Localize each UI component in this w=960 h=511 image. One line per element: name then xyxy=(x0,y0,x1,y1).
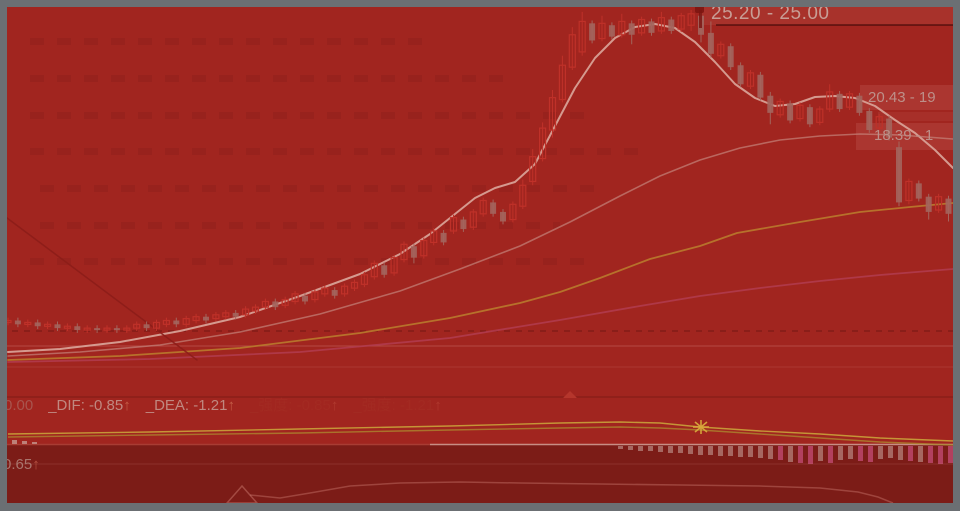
indicator-zero-value: 0.00 xyxy=(4,397,34,414)
frame-border-left xyxy=(0,0,7,511)
macd-bar-negative xyxy=(818,446,823,461)
price-marker-head xyxy=(695,4,704,13)
macd-bar-negative xyxy=(908,446,913,461)
macd-bar-negative xyxy=(888,446,893,458)
macd-bar-positive xyxy=(32,442,37,444)
macd-bar-negative xyxy=(938,446,943,464)
macd-bar-negative xyxy=(628,446,633,450)
ma-orange-line xyxy=(7,202,954,361)
macd-bar-negative xyxy=(708,446,713,455)
price-marker-icon xyxy=(694,4,708,28)
strength2-value: _强度: -1.21↑ xyxy=(353,397,442,414)
up-arrow-icon: ↑ xyxy=(227,397,235,414)
macd-bar-negative xyxy=(878,446,883,459)
price-marker-tail xyxy=(699,10,702,28)
strength1-value: _强度: -0.85↑ xyxy=(249,397,339,414)
price-label-band xyxy=(878,112,953,121)
macd-bar-negative xyxy=(678,446,683,453)
up-arrow-icon: ↑ xyxy=(123,397,131,414)
macd-bar-negative xyxy=(648,446,653,451)
macd-bar-negative xyxy=(718,446,723,456)
macd-bar-negative xyxy=(918,446,923,462)
bottom-wave-line xyxy=(249,481,894,504)
ma-fast-line xyxy=(7,23,954,353)
cross-star-icon xyxy=(694,421,708,433)
dif-line xyxy=(7,421,954,442)
up-arrow-icon: ↑ xyxy=(330,397,339,414)
macd-bar-negative xyxy=(828,446,833,463)
faint-text-row xyxy=(30,112,590,119)
up-arrow-icon: ↑ xyxy=(434,397,442,414)
signal-triangle-icon xyxy=(563,391,577,398)
peak-price-label: 25.20 - 25.00 xyxy=(711,3,830,24)
macd-bar-negative xyxy=(768,446,773,459)
macd-bar-negative xyxy=(808,446,813,464)
macd-bar-negative xyxy=(698,446,703,455)
faint-text-row xyxy=(30,75,510,82)
macd-bar-negative xyxy=(748,446,753,457)
macd-bar-negative xyxy=(948,446,953,463)
ma-slow-line xyxy=(7,133,954,357)
macd-bar-negative xyxy=(848,446,853,459)
faint-text-row xyxy=(40,185,600,192)
macd-bar-negative xyxy=(838,446,843,460)
macd-bar-negative xyxy=(618,446,623,449)
macd-bar-negative xyxy=(898,446,903,460)
macd-bar-negative xyxy=(928,446,933,463)
macd-bar-negative xyxy=(788,446,793,462)
macd-bar-negative xyxy=(728,446,733,456)
faint-text-row xyxy=(30,258,590,265)
macd-bar-negative xyxy=(738,446,743,457)
candles-group xyxy=(4,10,952,333)
frame-border-top xyxy=(0,0,960,7)
ma-magenta-line xyxy=(7,268,954,363)
right-price-label-low: 18.39 - 1 xyxy=(874,127,934,144)
macd-bar-positive xyxy=(12,440,17,444)
trend-line-line xyxy=(2,214,198,361)
macd-bar-positive xyxy=(22,441,27,444)
right-price-label-mid: 20.43 - 19 xyxy=(868,89,936,106)
frame-border-bottom xyxy=(0,503,960,511)
macd-bar-negative xyxy=(778,446,783,460)
dea-value: _DEA: -1.21↑ xyxy=(145,397,235,414)
frame-border-right xyxy=(953,0,960,511)
faint-text-row xyxy=(40,222,560,229)
macd-bar-negative xyxy=(868,446,873,462)
macd-bar-negative xyxy=(858,446,863,461)
macd-bar-negative xyxy=(688,446,693,454)
indicator-value-row: 0.00 _DIF: -0.85↑ _DEA: -1.21↑ _强度: -0.8… xyxy=(4,398,442,413)
dif-value: _DIF: -0.85↑ xyxy=(48,397,131,414)
macd-bar-negative xyxy=(798,446,803,463)
macd-bar-negative xyxy=(658,446,663,452)
faint-text-row xyxy=(30,148,650,155)
up-arrow-icon: ↑ xyxy=(32,456,40,473)
faint-text-row xyxy=(30,38,430,45)
macd-bar-negative xyxy=(758,446,763,458)
macd-bar-negative xyxy=(638,446,643,451)
dea-line xyxy=(7,426,954,446)
bottom-panel-value: 0.65↑ xyxy=(3,456,40,473)
macd-bar-negative xyxy=(668,446,673,453)
